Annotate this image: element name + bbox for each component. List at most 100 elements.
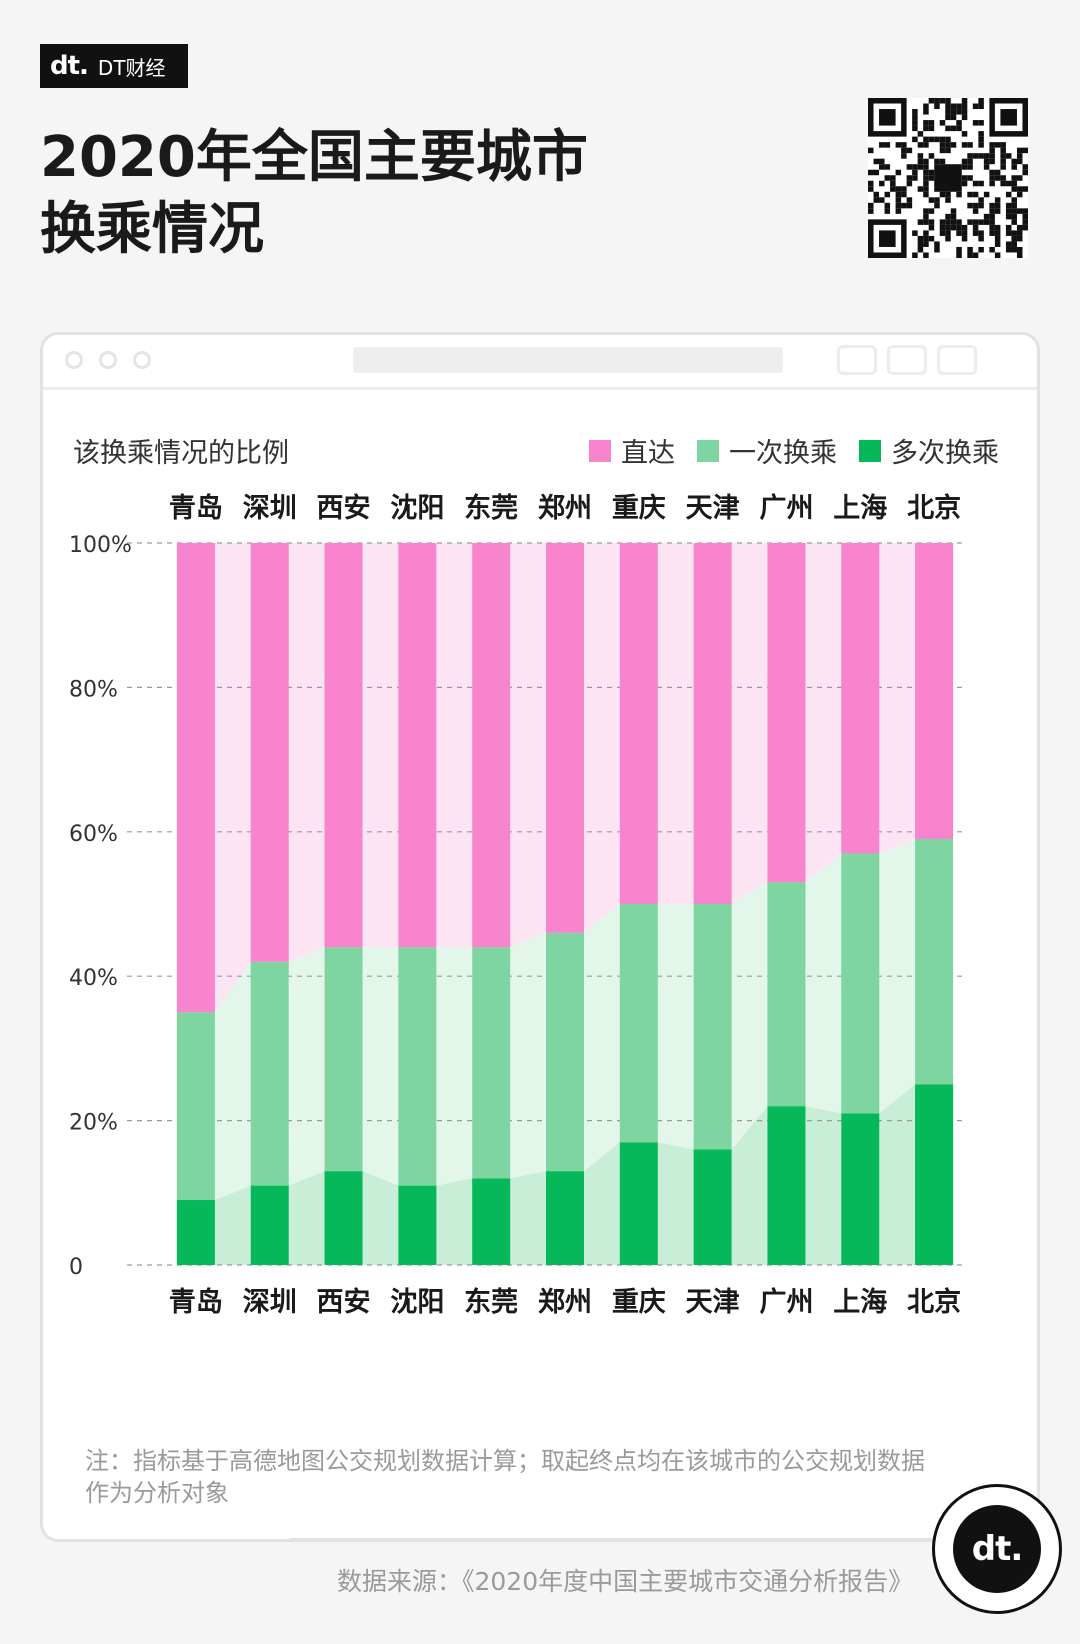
qr-module [939, 147, 946, 154]
bar-青岛-一次换乘 [176, 1012, 215, 1201]
qr-module [961, 230, 968, 236]
qr-module [939, 98, 946, 104]
qr-module [917, 131, 924, 137]
y-tick-label-20: 20% [69, 1111, 118, 1136]
qr-module [972, 208, 979, 214]
qr-module [912, 109, 918, 115]
qr-module [928, 219, 935, 225]
bar-西安-直达 [324, 543, 363, 948]
qr-module [879, 197, 885, 203]
qr-module [978, 103, 984, 110]
bottom-category-label-天津: 天津 [686, 1287, 740, 1318]
qr-module [939, 191, 946, 198]
qr-module [1022, 186, 1028, 192]
bottom-category-label-重庆: 重庆 [612, 1286, 666, 1318]
bar-天津-直达 [693, 543, 732, 904]
qr-module [956, 191, 962, 198]
qr-module [884, 175, 891, 181]
qr-module [1022, 208, 1028, 214]
qr-module [961, 180, 968, 187]
dt-badge-logo: dt. [953, 1505, 1041, 1593]
qr-module [972, 252, 979, 258]
qr-module [989, 224, 995, 231]
qr-module [928, 136, 935, 143]
qr-module [928, 120, 935, 126]
qr-module [901, 147, 907, 154]
qr-module [989, 158, 995, 165]
data-source: 数据来源：《2020年度中国主要城市交通分析报告》 [337, 1567, 914, 1596]
qr-module [906, 147, 913, 154]
bottom-category-label-青岛: 青岛 [169, 1286, 223, 1318]
qr-module [934, 158, 940, 165]
qr-module [868, 208, 874, 214]
qr-module [1011, 180, 1017, 187]
qr-module [923, 191, 929, 198]
qr-module [884, 191, 891, 198]
qr-module [939, 230, 946, 236]
bar-北京-直达 [915, 543, 954, 840]
qr-finder-core [879, 230, 896, 247]
qr-module [961, 142, 968, 148]
qr-module [950, 213, 957, 220]
bottom-category-label-东莞: 东莞 [464, 1286, 518, 1318]
qr-module [1011, 202, 1017, 209]
bar-重庆-一次换乘 [619, 904, 658, 1143]
qr-module [1005, 224, 1012, 231]
qr-module [1011, 213, 1017, 220]
qr-module [994, 142, 1001, 148]
top-category-label-广州: 广州 [759, 493, 813, 524]
qr-module [994, 241, 1001, 247]
qr-module [961, 164, 968, 170]
qr-code-graphic [868, 98, 1028, 258]
qr-module [1016, 252, 1023, 258]
top-category-label-上海: 上海 [833, 493, 887, 524]
qr-module [890, 186, 896, 192]
title-line-1: 2020年全国主要城市 [40, 125, 588, 190]
qr-module [961, 224, 968, 231]
qr-module [1016, 175, 1023, 181]
bar-西安-多次换乘 [324, 1171, 363, 1265]
bar-青岛-直达 [176, 543, 215, 1013]
qr-module [1016, 235, 1023, 242]
qr-module [1000, 153, 1006, 159]
bar-沈阳-多次换乘 [398, 1185, 437, 1265]
qr-module [890, 180, 896, 187]
qr-module [1000, 142, 1006, 148]
qr-module [945, 235, 951, 242]
qr-module [928, 175, 935, 181]
qr-module [923, 230, 929, 236]
qr-module [1016, 153, 1023, 159]
qr-module [989, 219, 995, 225]
legend-label-direct: 直达 [621, 438, 675, 469]
qr-module [983, 191, 990, 198]
qr-module [967, 175, 973, 181]
qr-module [928, 235, 935, 242]
bar-沈阳-直达 [398, 543, 437, 948]
qr-module [1016, 186, 1023, 192]
qr-module [945, 109, 951, 115]
qr-module [928, 224, 935, 231]
qr-module [950, 142, 957, 148]
qr-module [1005, 246, 1012, 253]
qr-module [1011, 235, 1017, 242]
qr-module [978, 235, 984, 242]
qr-module [890, 175, 896, 181]
qr-module [972, 224, 979, 231]
qr-module [967, 164, 973, 170]
qr-module [934, 103, 940, 110]
qr-module [917, 219, 924, 225]
qr-module [1005, 191, 1012, 198]
qr-module [868, 147, 874, 154]
qr-module [939, 136, 946, 143]
bottom-category-label-上海: 上海 [833, 1287, 887, 1318]
top-category-label-重庆: 重庆 [612, 492, 666, 524]
qr-module [873, 169, 880, 176]
qr-module [978, 120, 984, 126]
qr-module [895, 202, 902, 209]
qr-module [923, 142, 929, 148]
qr-module [972, 153, 979, 159]
qr-module [923, 180, 929, 187]
top-category-label-深圳: 深圳 [243, 493, 297, 524]
qr-module [906, 175, 913, 181]
bar-重庆-多次换乘 [619, 1142, 658, 1265]
